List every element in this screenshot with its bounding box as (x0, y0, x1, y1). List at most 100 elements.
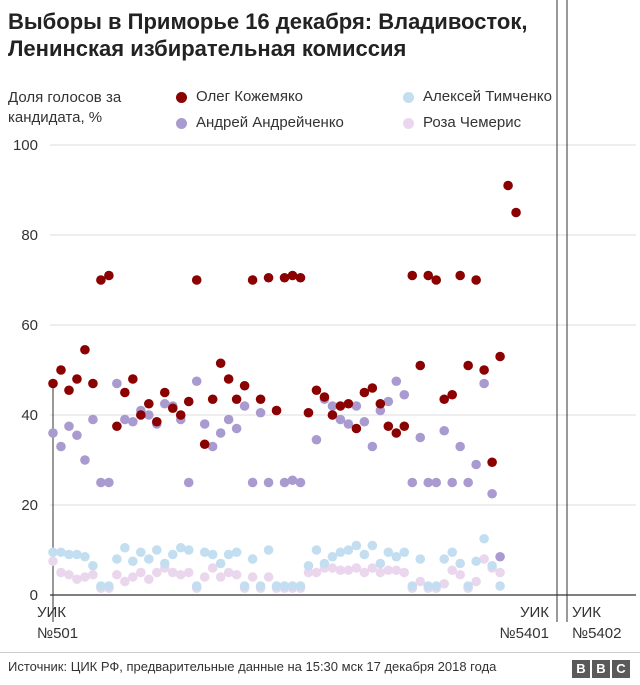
data-point (359, 387, 370, 398)
data-point (96, 275, 106, 285)
data-point (191, 376, 202, 387)
data-point (96, 477, 106, 488)
data-point (112, 421, 122, 432)
data-point (431, 275, 442, 285)
data-point (287, 475, 298, 486)
data-point (319, 558, 330, 569)
data-point (239, 581, 250, 591)
data-point (64, 421, 74, 432)
annotation-uik5401-line1: УИК (520, 604, 549, 621)
y-axis-ticks: 0 20 40 60 80 100 (13, 137, 38, 604)
data-point (128, 556, 138, 567)
data-point (455, 270, 465, 281)
data-point (88, 378, 98, 389)
data-point (183, 396, 194, 407)
data-point (112, 378, 122, 389)
data-point (215, 558, 226, 569)
data-point (207, 549, 218, 560)
data-point (471, 556, 481, 567)
data-point (407, 270, 418, 281)
data-point (327, 551, 338, 562)
data-point (175, 542, 186, 553)
data-point (463, 581, 473, 591)
data-point (367, 383, 378, 393)
data-point (303, 567, 314, 578)
annotation-labels: УИК №501 УИК №5401 УИК №5402 (37, 604, 621, 642)
data-point (120, 576, 130, 587)
data-point (463, 360, 473, 371)
data-point (64, 385, 74, 396)
data-point (327, 401, 338, 411)
data-point (247, 275, 258, 285)
data-point (72, 374, 82, 384)
data-point (72, 430, 82, 441)
bbc-logo: B B C (572, 660, 630, 678)
data-point (287, 581, 298, 591)
data-point (120, 387, 130, 398)
data-point (104, 270, 114, 281)
data-point (231, 423, 242, 434)
data-point (415, 576, 426, 587)
data-point (295, 581, 306, 591)
data-point (471, 576, 481, 587)
data-point (511, 207, 521, 218)
data-point (104, 477, 114, 488)
data-point (239, 380, 250, 391)
legend-marker (176, 92, 187, 103)
data-point (144, 410, 154, 420)
annotation-uik501-line1: УИК (37, 604, 66, 621)
data-point (447, 547, 457, 558)
bbc-logo-letter: C (612, 660, 630, 678)
data-point (367, 441, 378, 452)
data-point (255, 581, 266, 591)
data-point (343, 565, 354, 576)
data-point (191, 275, 202, 285)
data-point (423, 270, 434, 281)
annotation-uik5402-line1: УИК (572, 604, 601, 621)
data-point (359, 549, 370, 560)
data-point (80, 572, 90, 582)
data-point (351, 401, 362, 411)
data-point (255, 407, 266, 418)
legend-label: Андрей Андрейченко (196, 114, 344, 131)
data-point (80, 455, 90, 465)
data-point (64, 569, 74, 580)
data-point (247, 554, 258, 564)
y-axis-label: Доля голосов за кандидата, % (8, 89, 122, 126)
data-points (48, 180, 521, 594)
scatter-chart: 0 20 40 60 80 100 УИК №501 УИК №5401 УИК №540… (13, 0, 636, 642)
data-point (151, 567, 162, 578)
data-point (159, 398, 170, 409)
data-point (367, 563, 378, 573)
data-point (327, 410, 338, 420)
data-point (279, 581, 290, 591)
data-point (144, 398, 154, 409)
data-point (223, 374, 234, 384)
data-point (343, 398, 354, 409)
data-point (423, 477, 434, 488)
data-point (56, 365, 66, 375)
data-point (112, 554, 122, 564)
data-point (128, 416, 138, 427)
data-point (112, 569, 122, 580)
data-point (383, 547, 394, 558)
data-point (80, 344, 90, 355)
data-point (128, 374, 138, 384)
data-point (183, 567, 194, 578)
data-point (383, 565, 394, 576)
data-point (231, 547, 242, 558)
data-point (415, 360, 426, 371)
chart-title: Выборы в Приморье 16 декабря: Владивосто… (8, 9, 528, 61)
data-point (72, 549, 82, 560)
data-point (375, 398, 386, 409)
data-point (343, 419, 354, 429)
data-point (487, 457, 497, 468)
data-point (439, 394, 450, 405)
data-point (207, 394, 218, 405)
data-point (351, 540, 362, 551)
data-point (48, 378, 58, 389)
data-point (311, 545, 322, 555)
data-point (447, 389, 457, 400)
data-point (48, 556, 58, 567)
data-point (359, 567, 370, 578)
